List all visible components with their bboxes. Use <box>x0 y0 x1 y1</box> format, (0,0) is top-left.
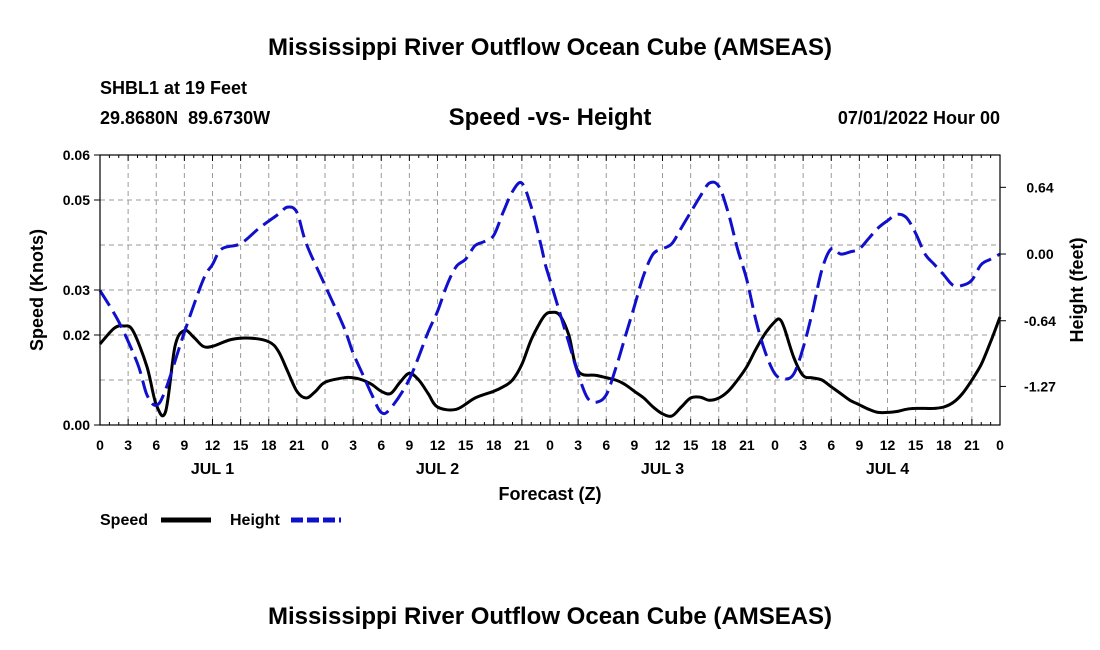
x-tick-label: 15 <box>233 437 249 453</box>
x-tick-label: 18 <box>711 437 727 453</box>
day-label: JUL 1 <box>191 461 234 478</box>
chart-subtitle: Speed -vs- Height <box>449 104 652 131</box>
x-tick-label: 15 <box>683 437 699 453</box>
y2-axis-label: Height (feet) <box>1067 238 1087 343</box>
x-tick-label: 21 <box>289 437 305 453</box>
y-tick-label: 0.05 <box>63 192 90 208</box>
x-axis-label: Forecast (Z) <box>498 484 601 504</box>
x-tick-label: 0 <box>996 437 1004 453</box>
legend-label-height: Height <box>230 512 280 529</box>
y-tick-label: 0.06 <box>63 147 90 163</box>
y2-tick-label: 0.64 <box>1026 179 1053 195</box>
grid <box>100 155 1000 425</box>
legend-label-speed: Speed <box>100 512 148 529</box>
x-tick-label: 12 <box>205 437 221 453</box>
x-tick-label: 6 <box>602 437 610 453</box>
x-tick-label: 18 <box>261 437 277 453</box>
forecast-datetime: 07/01/2022 Hour 00 <box>838 108 1000 128</box>
x-tick-label: 3 <box>574 437 582 453</box>
x-tick-label: 12 <box>430 437 446 453</box>
x-tick-label: 0 <box>546 437 554 453</box>
x-tick-label: 18 <box>936 437 952 453</box>
day-label: JUL 3 <box>641 461 684 478</box>
y-axis-label: Speed (Knots) <box>27 229 47 351</box>
x-tick-label: 0 <box>96 437 104 453</box>
y-tick-label: 0.03 <box>63 282 90 298</box>
coords-label: 29.8680N 89.6730W <box>100 108 270 128</box>
y2-tick-label: -1.27 <box>1024 378 1056 394</box>
y2-tick-label: 0.00 <box>1026 246 1053 262</box>
day-label: JUL 4 <box>866 461 909 478</box>
x-tick-label: 0 <box>321 437 329 453</box>
x-tick-label: 21 <box>964 437 980 453</box>
x-tick-label: 6 <box>152 437 160 453</box>
x-tick-label: 6 <box>827 437 835 453</box>
series-layer <box>98 180 1002 418</box>
x-tick-label: 21 <box>739 437 755 453</box>
x-tick-label: 21 <box>514 437 530 453</box>
x-tick-label: 9 <box>180 437 188 453</box>
x-tick-label: 6 <box>377 437 385 453</box>
y2-tick-label: -0.64 <box>1024 313 1056 329</box>
x-tick-label: 12 <box>655 437 671 453</box>
axes: 0 3 6 9 12 15 18 21 0 3 6 9 12 15 18 21 0 3 6 9 12 15 18 21 0 3 6 9… <box>63 147 1056 478</box>
chart-title: Mississippi River Outflow Ocean Cube (AM… <box>268 34 832 61</box>
station-label: SHBL1 at 19 Feet <box>100 78 247 98</box>
y-tick-label: 0.00 <box>63 417 90 433</box>
x-tick-label: 9 <box>855 437 863 453</box>
x-tick-label: 3 <box>349 437 357 453</box>
x-tick-label: 15 <box>458 437 474 453</box>
x-tick-label: 3 <box>799 437 807 453</box>
series-line-height <box>98 180 1001 416</box>
x-tick-label: 3 <box>124 437 132 453</box>
x-tick-label: 15 <box>908 437 924 453</box>
x-tick-label: 9 <box>405 437 413 453</box>
x-tick-label: 18 <box>486 437 502 453</box>
y-tick-label: 0.02 <box>63 327 90 343</box>
day-label: JUL 2 <box>416 461 459 478</box>
x-tick-label: 12 <box>880 437 896 453</box>
x-tick-label: 9 <box>630 437 638 453</box>
x-tick-label: 0 <box>771 437 779 453</box>
legend: Speed Height <box>100 512 341 529</box>
chart-title-repeat: Mississippi River Outflow Ocean Cube (AM… <box>268 603 832 630</box>
